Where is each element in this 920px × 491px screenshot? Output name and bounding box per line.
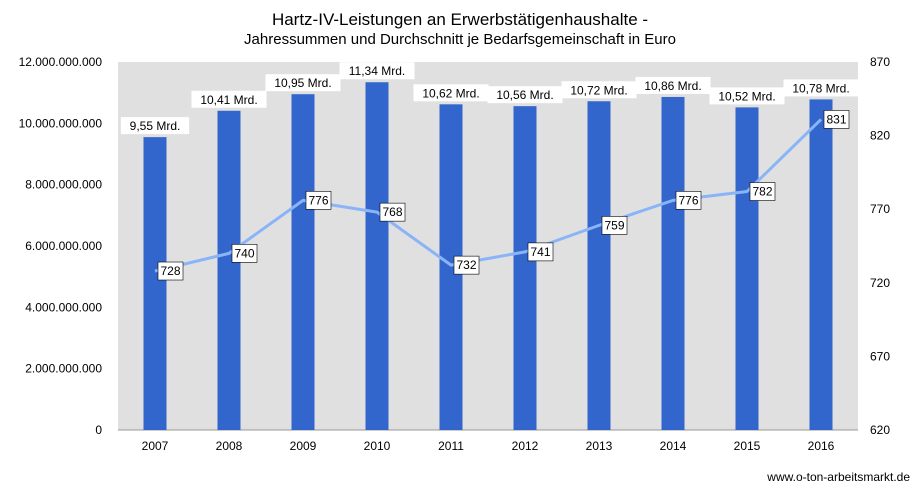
bar-label-box: [191, 90, 267, 108]
line-data-label: 782: [752, 185, 772, 199]
line-label-box: [453, 255, 480, 275]
line-label-box: [675, 191, 702, 210]
bar-label-box: [339, 62, 415, 80]
bar-data-label: 10,72 Mrd.: [570, 83, 627, 97]
line-label-box: [305, 191, 332, 210]
y-left-tick-label: 0: [95, 423, 102, 437]
line-data-label: 831: [826, 112, 846, 126]
line-label-box: [601, 216, 628, 235]
line-data-label: 741: [530, 245, 550, 259]
y-left-tick-label: 8.000.000.000: [25, 178, 102, 192]
y-left-tick-label: 6.000.000.000: [25, 239, 102, 253]
bar-label-box: [635, 76, 711, 94]
bar-label-box: [783, 79, 859, 97]
y-right-tick-label: 870: [870, 55, 890, 69]
line-data-label: 776: [308, 193, 328, 207]
line-data-label: 740: [234, 246, 254, 260]
chart-subtitle: Jahressummen und Durchschnitt je Bedarfs…: [244, 31, 676, 48]
x-tick-label: 2015: [734, 439, 761, 453]
bar-data-label: 11,34 Mrd.: [349, 64, 405, 78]
bar: [291, 94, 315, 430]
y-right-tick-label: 770: [870, 202, 890, 216]
bar: [661, 96, 685, 431]
line-data-label: 776: [678, 193, 698, 207]
y-left-tick-label: 12.000.000.000: [19, 55, 103, 69]
line-data-label: 732: [456, 258, 476, 272]
bar-data-label: 10,95 Mrd.: [274, 76, 331, 90]
bar: [217, 110, 241, 430]
line-label-box: [379, 202, 406, 222]
y-left-tick-label: 10.000.000.000: [19, 116, 103, 130]
x-tick-label: 2016: [808, 439, 835, 453]
line-label-box: [749, 182, 776, 201]
bar-data-label: 10,52 Mrd.: [718, 89, 775, 103]
y-right-tick-label: 720: [870, 276, 890, 290]
bar: [365, 82, 389, 431]
y-right-tick-label: 820: [870, 129, 890, 143]
bar: [587, 101, 611, 431]
y-right-tick-label: 620: [870, 423, 890, 437]
line-label-box: [157, 261, 184, 281]
bar-label-box: [561, 81, 637, 99]
x-tick-label: 2013: [586, 439, 613, 453]
source-credit: www.o-ton-arbeitsmarkt.de: [767, 470, 910, 484]
y-left-tick-label: 2.000.000.000: [25, 362, 102, 376]
bar: [439, 104, 463, 430]
bar: [513, 106, 537, 430]
x-tick-label: 2008: [216, 439, 243, 453]
bar-label-box: [709, 87, 785, 105]
x-tick-label: 2011: [438, 439, 464, 453]
bar-data-label: 10,86 Mrd.: [644, 79, 701, 93]
line-label-box: [231, 244, 258, 263]
bar: [809, 99, 833, 430]
y-right-tick-label: 670: [870, 349, 890, 363]
bar-data-label: 10,41 Mrd.: [200, 93, 257, 107]
bar-data-label: 10,62 Mrd.: [422, 86, 479, 100]
line-series: [154, 118, 823, 273]
bar-label-box: [487, 86, 563, 104]
x-tick-label: 2014: [660, 439, 687, 453]
line-data-label: 759: [604, 218, 624, 232]
y-left-tick-label: 4.000.000.000: [25, 300, 102, 314]
x-tick-label: 2012: [512, 439, 539, 453]
bar: [735, 107, 759, 431]
line-label-box: [527, 242, 554, 262]
chart-title: Hartz-IV-Leistungen an Erwerbstätigenhau…: [271, 10, 649, 29]
bar-data-label: 10,56 Mrd.: [496, 88, 553, 102]
line-label-box: [823, 110, 850, 129]
bar-label-box: [265, 74, 341, 92]
bar-data-label: 10,78 Mrd.: [792, 81, 849, 95]
line-data-label: 728: [160, 264, 180, 278]
x-tick-label: 2009: [290, 439, 317, 453]
x-tick-label: 2007: [142, 439, 169, 453]
line-data-label: 768: [382, 205, 402, 219]
bar: [143, 137, 167, 430]
bar-data-label: 9,55 Mrd.: [130, 119, 181, 133]
bar-label-box: [413, 84, 489, 102]
x-tick-label: 2010: [364, 439, 391, 453]
bar-label-box: [120, 117, 190, 135]
